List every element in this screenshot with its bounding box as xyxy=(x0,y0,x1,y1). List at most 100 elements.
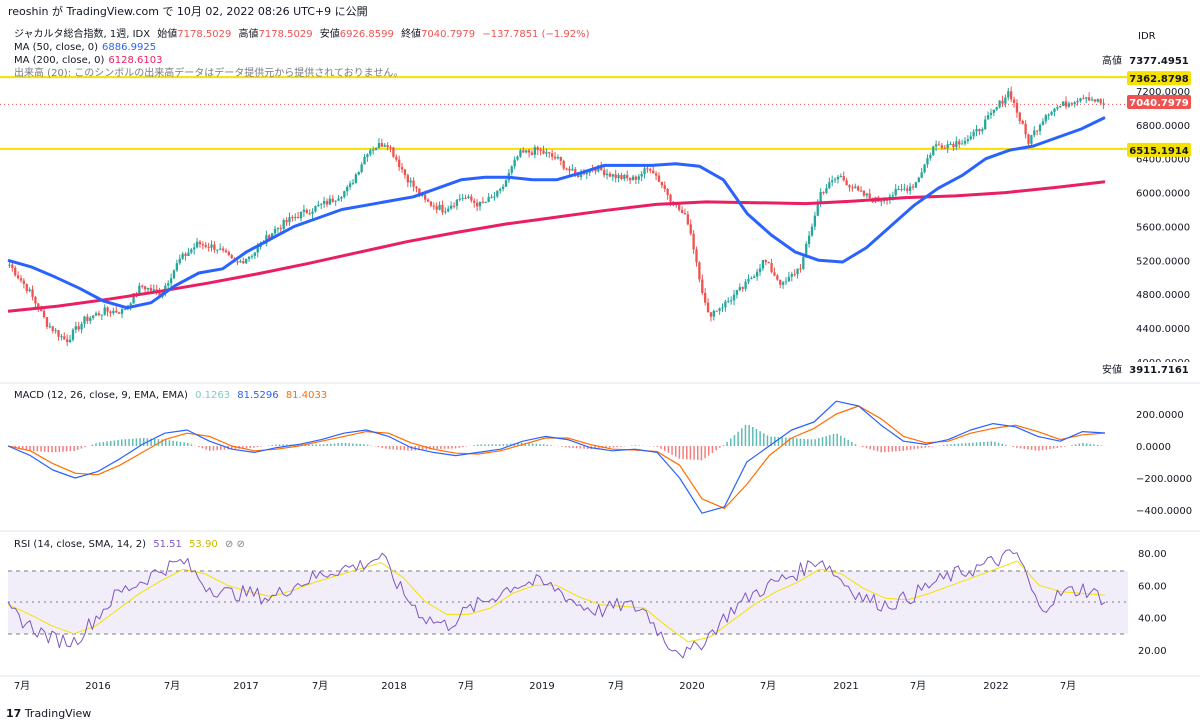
candle-body xyxy=(276,228,280,230)
candle-body xyxy=(490,196,493,198)
candle-body xyxy=(721,307,724,309)
candle-body xyxy=(735,290,739,295)
price-tick-label: 5200.0000 xyxy=(1136,256,1190,267)
candle-body xyxy=(952,144,955,147)
candle-body xyxy=(470,196,473,201)
candle-body xyxy=(698,262,701,280)
high-badge-bg xyxy=(1127,53,1191,67)
candle-body xyxy=(551,153,554,157)
candle-body xyxy=(692,233,695,250)
candle-body xyxy=(807,235,811,244)
candle-body xyxy=(602,170,606,176)
candle-body xyxy=(865,193,868,196)
candle-body xyxy=(273,229,277,234)
ma50-label[interactable]: MA (50, close, 0) xyxy=(14,42,99,53)
candle-body xyxy=(779,279,782,285)
candle-body xyxy=(372,149,375,151)
candle-body xyxy=(138,285,141,295)
candle-body xyxy=(45,317,49,327)
candle-body xyxy=(522,150,525,153)
candle-body xyxy=(819,191,822,203)
candle-body xyxy=(617,175,620,179)
candle-body xyxy=(1012,99,1016,103)
candle-body xyxy=(1047,114,1050,116)
candle-body xyxy=(40,309,43,312)
candle-body xyxy=(418,188,421,196)
candle-body xyxy=(464,197,467,199)
candle-body xyxy=(631,176,635,181)
candle-body xyxy=(343,191,346,198)
candle-body xyxy=(646,168,649,170)
candle-body xyxy=(1021,120,1024,124)
candle-body xyxy=(499,189,502,191)
candle-body xyxy=(701,279,704,293)
candle-body xyxy=(813,215,817,227)
candle-body xyxy=(8,264,11,266)
candle-body xyxy=(755,271,759,277)
candle-body xyxy=(363,157,366,165)
candle-body xyxy=(949,144,952,146)
candle-body xyxy=(435,206,438,210)
candle-body xyxy=(221,248,225,251)
candle-body xyxy=(839,176,843,178)
candle-body xyxy=(666,188,669,195)
candle-body xyxy=(447,208,450,212)
currency-label: IDR xyxy=(1138,31,1156,42)
candle-body xyxy=(331,198,334,202)
candle-body xyxy=(106,307,109,312)
candle-body xyxy=(897,189,900,191)
candle-body xyxy=(770,263,773,273)
candle-body xyxy=(22,280,26,284)
candle-body xyxy=(732,294,736,301)
time-axis-label: 7月 xyxy=(14,680,30,692)
candle-body xyxy=(1038,124,1042,132)
candle-body xyxy=(172,270,176,279)
candle-body xyxy=(796,268,799,275)
rsi-label[interactable]: RSI (14, close, SMA, 14, 2) xyxy=(14,539,147,550)
candle-body xyxy=(533,147,537,155)
rsi-legend: RSI (14, close, SMA, 14, 2) 51.51 53.90 … xyxy=(14,538,249,551)
candle-body xyxy=(859,190,863,192)
candle-body xyxy=(978,128,981,132)
candle-body xyxy=(268,235,271,240)
candle-body xyxy=(767,262,770,264)
candle-body xyxy=(1018,112,1021,121)
candle-body xyxy=(753,276,756,279)
candle-body xyxy=(71,329,75,340)
candle-body xyxy=(614,174,617,179)
candle-body xyxy=(201,244,205,246)
candle-body xyxy=(1056,107,1059,109)
candle-body xyxy=(747,278,750,282)
candle-body xyxy=(97,313,101,316)
candle-body xyxy=(842,176,845,181)
candle-body xyxy=(652,170,655,174)
candle-body xyxy=(536,147,539,150)
candle-body xyxy=(981,129,984,132)
macd-line xyxy=(7,400,1106,514)
candle-body xyxy=(891,195,894,197)
candle-body xyxy=(299,211,303,219)
candle-body xyxy=(715,310,718,312)
macd-label[interactable]: MACD (12, 26, close, 9, EMA, EMA) xyxy=(14,390,188,401)
ma50-line xyxy=(7,116,1106,310)
candle-body xyxy=(270,233,274,240)
price-tick-label: 4800.0000 xyxy=(1136,290,1190,301)
lower-line-badge: 6515.1914 xyxy=(1129,146,1189,157)
candle-body xyxy=(712,310,715,317)
time-axis-label: 2021 xyxy=(833,681,858,692)
candle-body xyxy=(539,149,542,151)
candle-body xyxy=(369,150,372,155)
candle-body xyxy=(680,209,684,214)
ma200-line xyxy=(7,180,1106,313)
candle-body xyxy=(282,220,285,229)
symbol-name[interactable]: ジャカルタ総合指数, 1週, IDX xyxy=(14,29,151,40)
candle-body xyxy=(868,193,871,199)
ma200-label[interactable]: MA (200, close, 0) xyxy=(14,55,105,66)
visibility-icons[interactable]: ⊘ ⊘ xyxy=(224,539,245,550)
candle-body xyxy=(320,203,323,205)
candle-body xyxy=(608,173,612,177)
candle-body xyxy=(1099,99,1102,104)
macd-signal-value: 81.4033 xyxy=(285,390,328,401)
candle-body xyxy=(822,191,825,193)
